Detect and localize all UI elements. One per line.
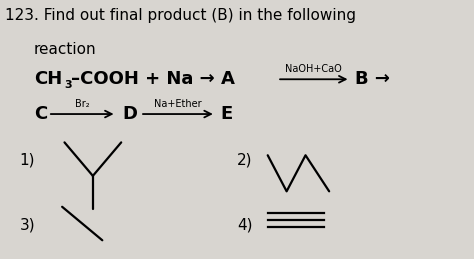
Text: 3: 3 (64, 80, 72, 90)
Text: E: E (220, 105, 233, 123)
Text: 4): 4) (237, 217, 253, 232)
Text: –COOH + Na → A: –COOH + Na → A (71, 70, 235, 88)
Text: CH: CH (34, 70, 62, 88)
Text: 1): 1) (19, 153, 35, 168)
Text: B →: B → (355, 70, 390, 88)
Text: NaOH+CaO: NaOH+CaO (285, 64, 342, 74)
Text: reaction: reaction (34, 42, 96, 57)
Text: 123. Find out final product (B) in the following: 123. Find out final product (B) in the f… (5, 9, 356, 23)
Text: 3): 3) (19, 217, 35, 232)
Text: Br₂: Br₂ (75, 99, 90, 109)
Text: D: D (122, 105, 137, 123)
Text: Na+Ether: Na+Ether (154, 99, 202, 109)
Text: 2): 2) (237, 153, 253, 168)
Text: C: C (34, 105, 47, 123)
